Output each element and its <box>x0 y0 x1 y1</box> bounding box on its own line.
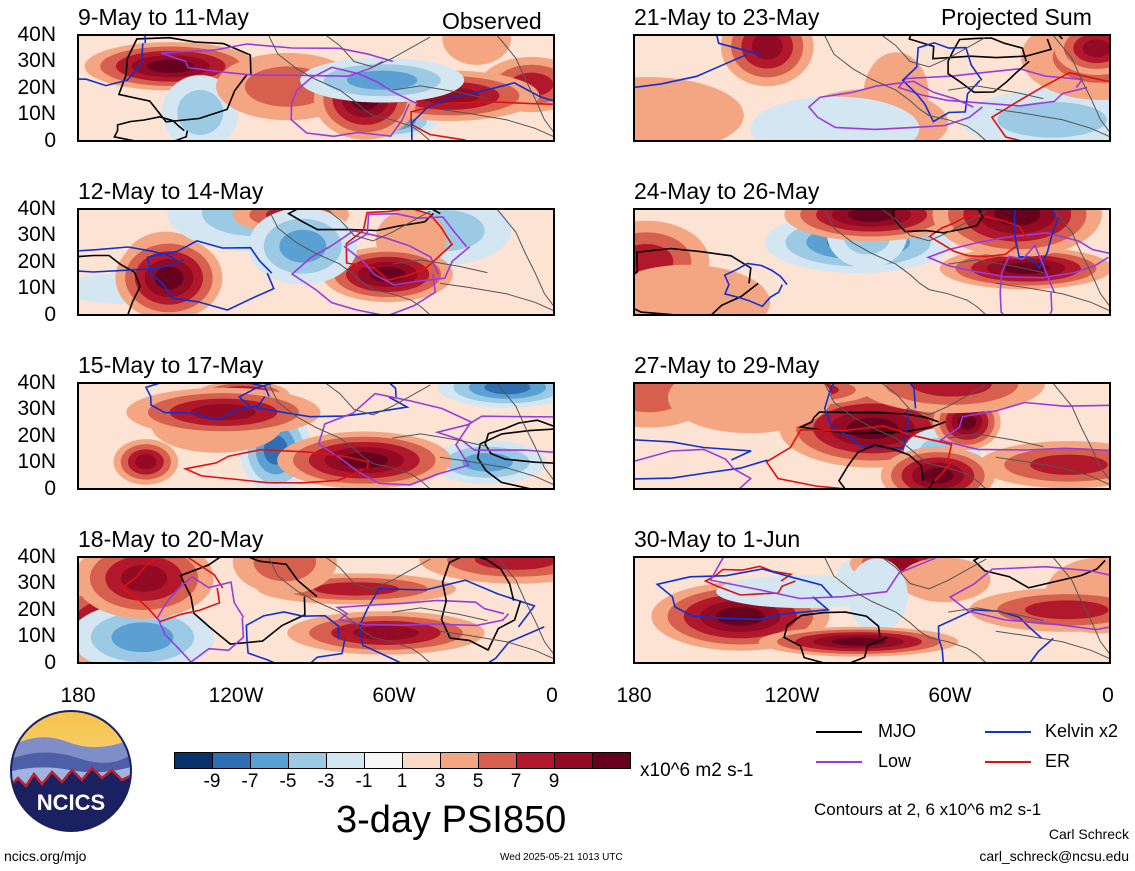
ncics-logo: NCICS <box>8 708 134 834</box>
colorbar-label: 3 <box>434 771 446 792</box>
colorbar-label: -7 <box>241 771 259 792</box>
x-tick-180-left: 180 <box>60 684 96 707</box>
map-panel <box>634 209 1110 315</box>
panel-title-right-3: 27-May to 29-May <box>634 352 820 378</box>
map-panel <box>78 209 554 315</box>
x-tick-120w-right: 120W <box>764 684 820 707</box>
y-tick-30n: 30N <box>17 397 56 420</box>
y-tick-0: 0 <box>44 129 56 152</box>
colorbar-swatch <box>174 752 213 769</box>
panel-title-left-1: 9-May to 11-May <box>78 4 249 30</box>
map-panel <box>634 383 1110 489</box>
y-tick-40n: 40N <box>17 23 56 46</box>
colorbar-label: 9 <box>548 771 560 792</box>
colorbar-swatch <box>516 752 555 769</box>
panel-title-right-4: 30-May to 1-Jun <box>634 526 801 552</box>
legend-swatch-low <box>816 761 862 763</box>
main-title: 3-day PSI850 <box>336 799 567 841</box>
y-tick-10n: 10N <box>17 276 56 299</box>
x-tick-180-right: 180 <box>616 684 652 707</box>
panel-title-left-2: 12-May to 14-May <box>78 178 264 204</box>
x-tick-0-left: 0 <box>546 684 558 707</box>
colorbar-units: x10^6 m2 s-1 <box>640 760 754 781</box>
y-tick-10n: 10N <box>17 624 56 647</box>
map-panel <box>634 557 1110 663</box>
colorbar-label: -1 <box>355 771 373 792</box>
y-tick-40n: 40N <box>17 197 56 220</box>
x-tick-0-right: 0 <box>1102 684 1114 707</box>
colorbar-label: 5 <box>472 771 484 792</box>
y-tick-20n: 20N <box>17 424 56 447</box>
panel-title-left-4: 18-May to 20-May <box>78 526 264 552</box>
map-panel <box>634 35 1110 141</box>
y-tick-10n: 10N <box>17 450 56 473</box>
colorbar-label: -5 <box>279 771 297 792</box>
x-tick-60w-left: 60W <box>372 684 416 707</box>
author-email: carl_schreck@ncsu.edu <box>979 848 1129 864</box>
y-tick-20n: 20N <box>17 250 56 273</box>
colorbar-swatch <box>402 752 441 769</box>
contour-note: Contours at 2, 6 x10^6 m2 s-1 <box>814 800 1042 819</box>
y-tick-30n: 30N <box>17 223 56 246</box>
y-tick-0: 0 <box>44 303 56 326</box>
legend-swatch-kelvin <box>985 731 1031 733</box>
timestamp: Wed 2025-05-21 1013 UTC <box>500 852 623 863</box>
author-name: Carl Schreck <box>1048 826 1129 842</box>
panel-title-left-3: 15-May to 17-May <box>78 352 264 378</box>
map-panel <box>78 35 554 141</box>
y-tick-30n: 30N <box>17 49 56 72</box>
y-tick-0: 0 <box>44 651 56 674</box>
legend-swatch-er <box>985 761 1031 763</box>
panel-title-right-2: 24-May to 26-May <box>634 178 820 204</box>
colorbar-label: 7 <box>510 771 522 792</box>
y-tick-0: 0 <box>44 477 56 500</box>
colorbar-label: -9 <box>203 771 221 792</box>
logo-text: NCICS <box>37 790 105 815</box>
y-tick-40n: 40N <box>17 371 56 394</box>
site-url: ncics.org/mjo <box>4 848 87 864</box>
colorbar-label: 1 <box>396 771 408 792</box>
y-tick-30n: 30N <box>17 571 56 594</box>
legend-swatch-mjo <box>816 731 862 733</box>
legend-label-mjo: MJO <box>878 721 916 741</box>
legend-label-er: ER <box>1045 751 1071 771</box>
y-tick-40n: 40N <box>17 545 56 568</box>
colorbar-swatch <box>288 752 327 769</box>
map-panel <box>78 383 554 489</box>
colorbar-swatch <box>440 752 479 769</box>
colorbar-label: -3 <box>317 771 335 792</box>
observed-label: Observed <box>442 8 542 34</box>
legend-label-kelvin: Kelvin x2 <box>1045 721 1119 741</box>
colorbar-swatch <box>478 752 517 769</box>
colorbar-swatch <box>250 752 289 769</box>
colorbar-swatch <box>592 752 631 769</box>
projected-sum-label: Projected Sum <box>941 4 1092 30</box>
y-tick-20n: 20N <box>17 598 56 621</box>
y-tick-20n: 20N <box>17 76 56 99</box>
map-panel <box>78 557 554 663</box>
x-tick-60w-right: 60W <box>928 684 972 707</box>
colorbar-swatch <box>554 752 593 769</box>
legend-label-low: Low <box>878 751 912 771</box>
y-tick-10n: 10N <box>17 102 56 125</box>
x-tick-120w-left: 120W <box>208 684 264 707</box>
colorbar-swatch <box>326 752 365 769</box>
colorbar-swatch <box>364 752 403 769</box>
colorbar-swatch <box>212 752 251 769</box>
panel-title-right-1: 21-May to 23-May <box>634 4 820 30</box>
